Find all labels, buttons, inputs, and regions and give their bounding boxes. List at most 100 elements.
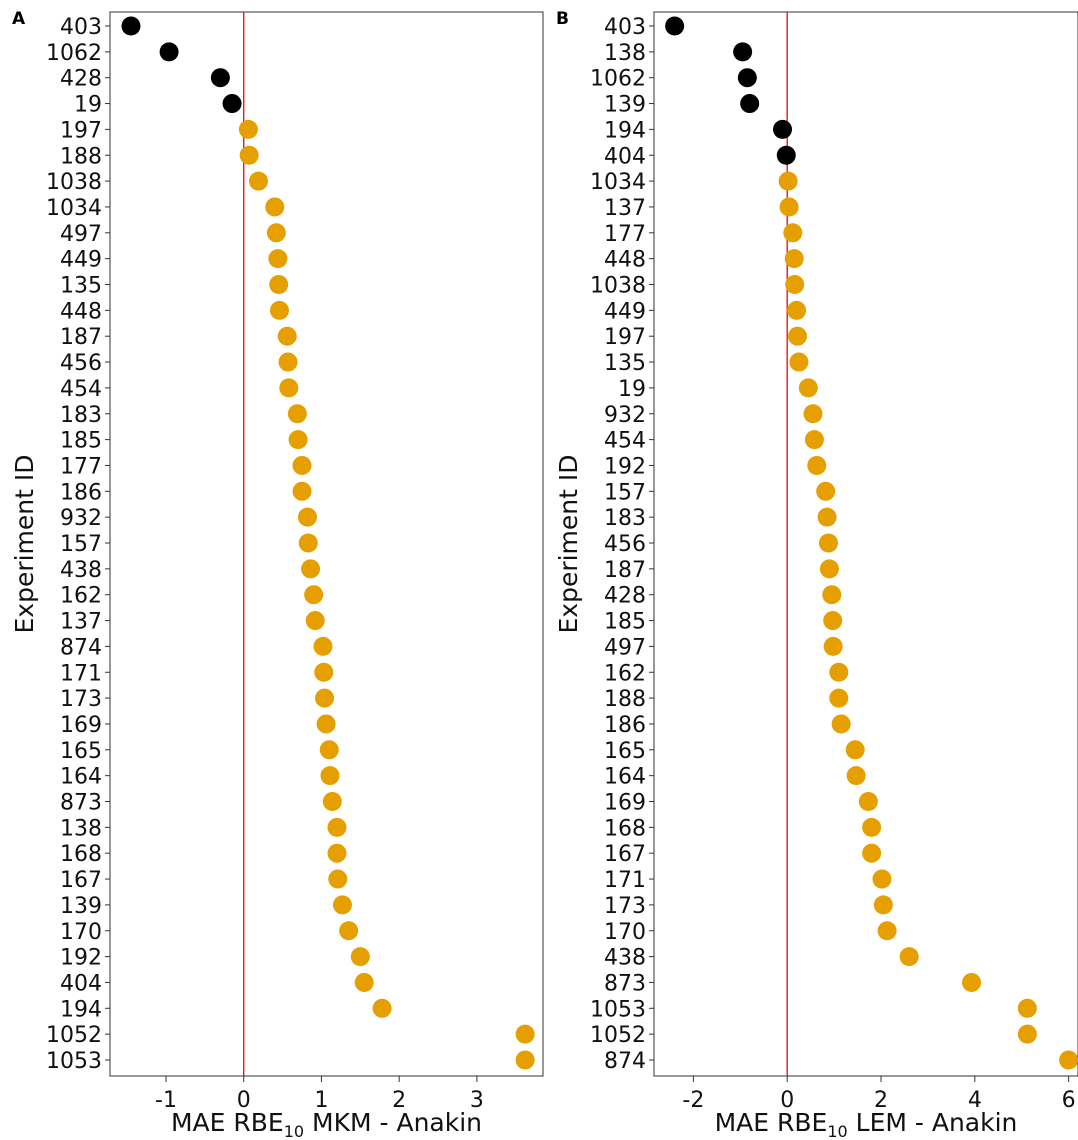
data-point	[1017, 998, 1037, 1018]
y-tick-label: 497	[60, 222, 102, 247]
data-point	[733, 42, 753, 62]
data-point	[315, 688, 335, 708]
y-tick-label: 448	[60, 299, 102, 324]
x-tick-label: 1	[314, 1088, 328, 1113]
data-point	[822, 585, 842, 605]
y-tick-label: 162	[604, 661, 646, 686]
y-tick-label: 135	[60, 274, 102, 299]
y-tick-label: 157	[60, 532, 102, 557]
data-point	[818, 533, 838, 553]
x-tick-label: 2	[874, 1088, 888, 1113]
data-point	[297, 507, 317, 527]
y-tick-label: 873	[60, 791, 102, 816]
y-tick-label: 449	[604, 299, 646, 324]
data-point	[819, 559, 839, 579]
y-tick-label: 137	[60, 610, 102, 635]
x-tick-label: 4	[968, 1088, 982, 1113]
x-tick-label: 2	[392, 1088, 406, 1113]
data-point	[1017, 1024, 1037, 1044]
data-point	[269, 300, 289, 320]
data-point	[350, 947, 370, 967]
data-point	[823, 636, 843, 656]
y-tick-label: 183	[60, 403, 102, 428]
y-tick-label: 1038	[46, 170, 102, 195]
y-tick-label: 438	[604, 946, 646, 971]
y-tick-label: 497	[604, 635, 646, 660]
y-tick-label: 183	[604, 506, 646, 531]
data-point	[807, 455, 827, 475]
data-point	[784, 249, 804, 269]
y-tick-label: 194	[604, 118, 646, 143]
data-point	[816, 481, 836, 501]
data-point	[316, 714, 336, 734]
data-point	[265, 197, 285, 217]
y-tick-label: 138	[604, 41, 646, 66]
data-point	[319, 740, 339, 760]
y-tick-label: 170	[60, 920, 102, 945]
data-point	[339, 921, 359, 941]
y-tick-label: 185	[604, 610, 646, 635]
y-tick-label: 165	[60, 739, 102, 764]
data-point	[785, 275, 805, 294]
data-point	[210, 68, 230, 88]
data-point	[298, 533, 318, 553]
y-tick-label: 186	[60, 480, 102, 505]
x-axis-title: MAE RBE10 LEM - Anakin	[715, 1108, 1018, 1140]
y-tick-label: 1062	[46, 41, 102, 66]
data-point	[269, 275, 289, 294]
y-tick-label: 404	[60, 971, 102, 996]
data-point	[159, 42, 179, 62]
data-point	[862, 843, 882, 863]
data-point	[817, 507, 837, 527]
y-tick-label: 177	[60, 454, 102, 479]
y-tick-label: 1034	[590, 170, 646, 195]
y-tick-label: 456	[60, 351, 102, 376]
y-tick-label: 197	[604, 325, 646, 350]
data-point	[292, 455, 312, 475]
y-tick-label: 162	[60, 584, 102, 609]
data-point	[327, 843, 347, 863]
y-tick-label: 169	[60, 713, 102, 738]
y-tick-label: 165	[604, 739, 646, 764]
y-tick-label: 185	[60, 429, 102, 454]
y-tick-label: 187	[604, 558, 646, 583]
y-tick-label: 167	[60, 868, 102, 893]
y-tick-label: 157	[604, 480, 646, 505]
y-tick-label: 932	[604, 403, 646, 428]
data-point	[829, 688, 849, 708]
data-point	[320, 766, 340, 786]
data-point	[789, 352, 809, 372]
y-tick-label: 1052	[590, 1023, 646, 1048]
y-tick-label: 438	[60, 558, 102, 583]
data-point	[829, 662, 849, 682]
y-tick-label: 171	[60, 661, 102, 686]
x-axis-title: MAE RBE10 MKM - Anakin	[171, 1108, 482, 1140]
data-point	[962, 972, 982, 992]
data-point	[268, 249, 288, 269]
y-axis-title: Experiment ID	[554, 454, 583, 633]
y-tick-label: 164	[604, 765, 646, 790]
data-point	[515, 1024, 535, 1044]
data-point	[313, 636, 333, 656]
y-tick-label: 19	[618, 377, 646, 402]
data-point	[222, 94, 242, 114]
y-tick-label: 428	[60, 67, 102, 92]
y-tick-label: 403	[60, 15, 102, 40]
panel-B: B 403138106213919440410341371774481038449…	[554, 9, 1078, 1140]
x-tick-label: 6	[1062, 1088, 1076, 1113]
y-tick-label: 428	[604, 584, 646, 609]
y-tick-label: 932	[60, 506, 102, 531]
y-tick-label: 139	[604, 93, 646, 118]
y-tick-label: 1052	[46, 1023, 102, 1048]
y-tick-label: 454	[60, 377, 102, 402]
y-tick-label: 135	[604, 351, 646, 376]
x-tick-label: -2	[682, 1088, 704, 1113]
data-point	[862, 817, 882, 837]
x-tick-label: -1	[155, 1088, 177, 1113]
y-tick-label: 1053	[46, 1049, 102, 1074]
data-point	[776, 145, 796, 165]
data-point	[279, 378, 299, 398]
y-tick-label: 1034	[46, 196, 102, 221]
data-point	[899, 947, 919, 967]
